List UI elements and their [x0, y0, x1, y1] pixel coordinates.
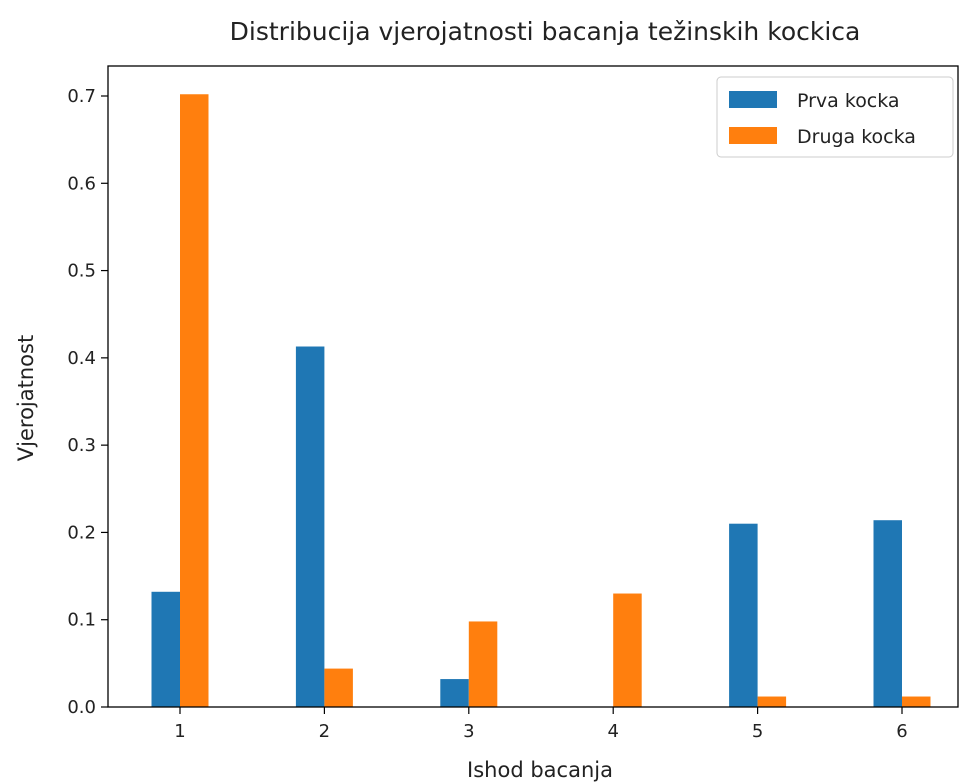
legend-label-1: Prva kocka [797, 90, 900, 112]
y-tick-label: 0.1 [67, 610, 96, 631]
x-tick-label: 6 [896, 721, 907, 742]
bar-series1-cat-6 [873, 520, 902, 707]
legend: Prva kocka Druga kocka [716, 76, 954, 158]
axes-frame [107, 65, 959, 708]
legend-swatch-2 [729, 127, 777, 144]
y-tick-label: 0.0 [67, 697, 96, 718]
y-tick-label: 0.6 [67, 173, 96, 194]
bar-series1-cat-3 [440, 679, 469, 707]
bar-series1-cat-5 [729, 523, 758, 707]
bar-series1-cat-2 [295, 346, 325, 707]
legend-swatch-1 [729, 91, 777, 108]
bar-series2-cat-6 [902, 696, 931, 707]
x-tick-label: 3 [463, 721, 474, 742]
x-tick-label: 2 [319, 721, 330, 742]
bar-series2-cat-5 [757, 696, 787, 707]
y-tick-label: 0.2 [67, 522, 96, 543]
plot-area: 0.0 0.1 0.2 0.3 0.4 0.5 0.6 0.7 1 2 3 4 5 6 [67, 65, 959, 742]
legend-label-2: Druga kocka [797, 126, 916, 148]
bar-series2-cat-2 [324, 668, 353, 707]
x-tick-label: 4 [607, 721, 618, 742]
bar-series2-cat-1 [180, 94, 209, 708]
chart-title: Distribucija vjerojatnosti bacanja težin… [230, 17, 861, 46]
bar-series1-cat-1 [151, 591, 180, 707]
y-tick-label: 0.3 [67, 435, 96, 456]
y-tick-label: 0.4 [67, 348, 96, 369]
x-tick-label: 5 [752, 721, 763, 742]
bar-series2-cat-4 [613, 593, 642, 707]
y-axis-label: Vjerojatnost [14, 335, 38, 461]
y-tick-label: 0.5 [67, 261, 96, 282]
x-axis-label: Ishod bacanja [467, 758, 613, 782]
bar-series2-cat-3 [468, 621, 498, 707]
y-tick-label: 0.7 [67, 86, 96, 107]
x-tick-label: 1 [174, 721, 185, 742]
